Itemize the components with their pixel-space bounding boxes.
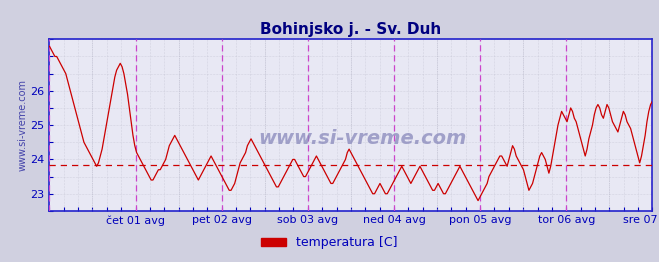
Title: Bohinjsko j. - Sv. Duh: Bohinjsko j. - Sv. Duh <box>260 22 442 37</box>
Y-axis label: www.si-vreme.com: www.si-vreme.com <box>18 79 28 171</box>
Text: www.si-vreme.com: www.si-vreme.com <box>259 129 467 148</box>
Legend: temperatura [C]: temperatura [C] <box>256 231 403 254</box>
